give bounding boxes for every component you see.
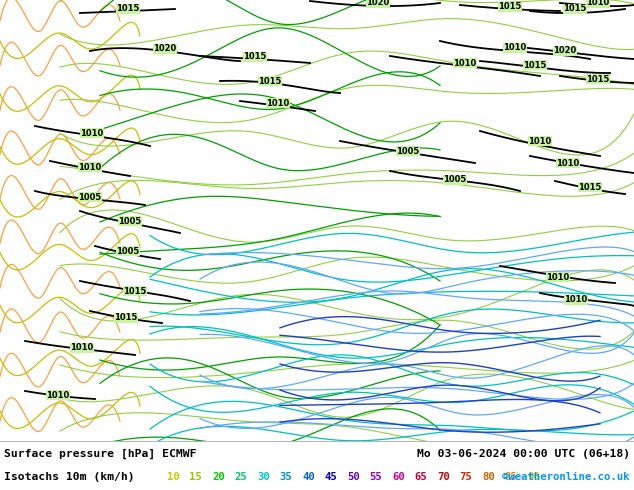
Text: Surface pressure [hPa] ECMWF: Surface pressure [hPa] ECMWF [4, 449, 197, 459]
Text: 1005: 1005 [79, 193, 101, 201]
Text: 65: 65 [415, 472, 427, 482]
Text: 10: 10 [167, 472, 180, 482]
Text: 50: 50 [347, 472, 359, 482]
Text: 1020: 1020 [553, 47, 577, 55]
Text: 1010: 1010 [70, 343, 94, 352]
Text: 30: 30 [257, 472, 269, 482]
Text: Mo 03-06-2024 00:00 UTC (06+18): Mo 03-06-2024 00:00 UTC (06+18) [417, 449, 630, 459]
Text: 35: 35 [280, 472, 292, 482]
Text: 1005: 1005 [119, 217, 141, 225]
Text: 1015: 1015 [523, 60, 547, 70]
Text: 1015: 1015 [586, 74, 610, 83]
Text: 1005: 1005 [443, 175, 467, 185]
Text: 1015: 1015 [116, 4, 139, 14]
Text: 1020: 1020 [153, 45, 177, 53]
Text: 60: 60 [392, 472, 404, 482]
Text: 1005: 1005 [117, 246, 139, 255]
Text: 1015: 1015 [258, 76, 281, 85]
Text: 90: 90 [527, 472, 540, 482]
Text: 1010: 1010 [586, 0, 610, 7]
Text: 1010: 1010 [557, 158, 579, 168]
Text: 1010: 1010 [528, 137, 552, 146]
Text: 75: 75 [460, 472, 472, 482]
Text: 1015: 1015 [564, 4, 586, 14]
Text: 1015: 1015 [578, 182, 602, 192]
Text: 80: 80 [482, 472, 495, 482]
Text: 1015: 1015 [243, 52, 267, 62]
Text: Isotachs 10m (km/h): Isotachs 10m (km/h) [4, 472, 134, 482]
Text: 1010: 1010 [46, 391, 70, 399]
Text: 85: 85 [505, 472, 517, 482]
Text: 1010: 1010 [81, 128, 103, 138]
Text: 45: 45 [325, 472, 337, 482]
Text: 1010: 1010 [266, 98, 290, 107]
Text: 1020: 1020 [366, 0, 390, 7]
Text: 25: 25 [235, 472, 247, 482]
Text: 1010: 1010 [564, 295, 588, 304]
Text: 1005: 1005 [396, 147, 420, 155]
Text: ©weatheronline.co.uk: ©weatheronline.co.uk [503, 472, 630, 482]
Text: 70: 70 [437, 472, 450, 482]
Text: 1010: 1010 [547, 272, 569, 281]
Text: 1010: 1010 [453, 58, 477, 68]
Text: 1015: 1015 [114, 314, 138, 322]
Text: 1015: 1015 [123, 287, 146, 295]
Text: 15: 15 [190, 472, 202, 482]
Text: 1010: 1010 [503, 44, 527, 52]
Text: 40: 40 [302, 472, 314, 482]
Text: 55: 55 [370, 472, 382, 482]
Text: 1010: 1010 [79, 163, 101, 172]
Text: 20: 20 [212, 472, 224, 482]
Text: 1015: 1015 [498, 2, 522, 11]
